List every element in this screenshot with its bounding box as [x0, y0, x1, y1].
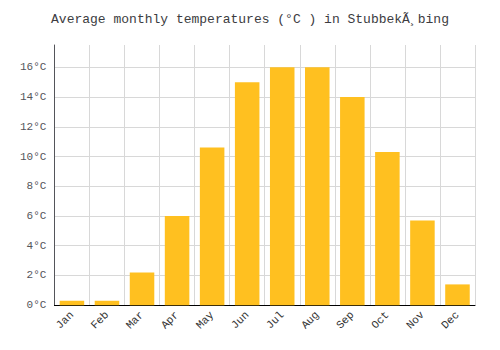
svg-text:Jan: Jan: [54, 309, 76, 331]
svg-text:Apr: Apr: [159, 309, 181, 331]
svg-text:Average monthly temperatures (: Average monthly temperatures (°C ) in St…: [51, 12, 449, 27]
svg-text:Oct: Oct: [369, 309, 391, 331]
svg-text:Nov: Nov: [404, 309, 427, 332]
svg-text:Feb: Feb: [89, 309, 111, 331]
svg-text:14°C: 14°C: [20, 91, 47, 103]
svg-text:May: May: [194, 309, 217, 332]
svg-text:16°C: 16°C: [20, 61, 47, 73]
svg-text:Aug: Aug: [299, 309, 321, 331]
svg-text:Dec: Dec: [439, 309, 461, 331]
svg-text:0°C: 0°C: [27, 299, 47, 311]
svg-text:2°C: 2°C: [27, 269, 47, 281]
svg-text:Mar: Mar: [124, 309, 146, 331]
svg-text:8°C: 8°C: [27, 180, 47, 192]
svg-text:Jul: Jul: [264, 309, 286, 331]
svg-text:10°C: 10°C: [20, 151, 47, 163]
svg-text:6°C: 6°C: [27, 210, 47, 222]
svg-text:4°C: 4°C: [27, 240, 47, 252]
svg-text:Jun: Jun: [229, 309, 251, 331]
svg-text:12°C: 12°C: [20, 121, 47, 133]
svg-text:Sep: Sep: [334, 309, 356, 331]
